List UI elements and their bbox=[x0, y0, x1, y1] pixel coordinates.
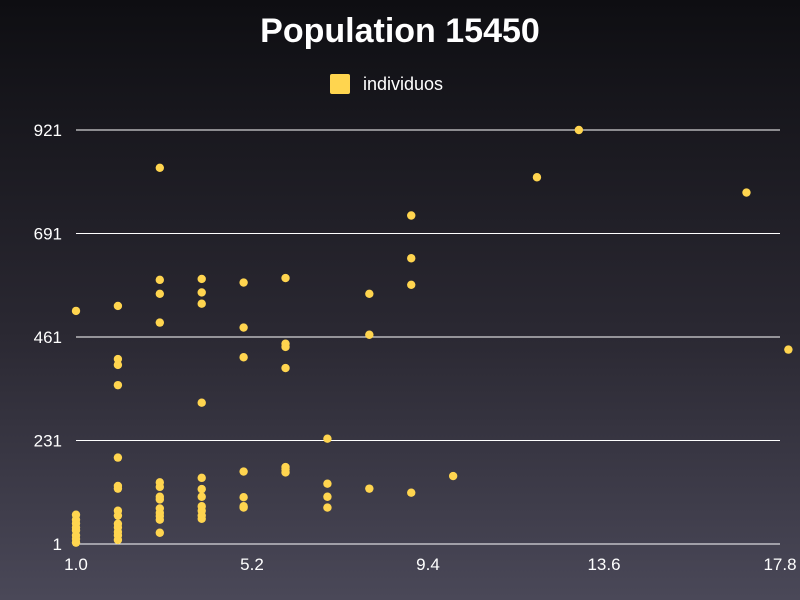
data-point bbox=[281, 273, 290, 283]
data-point bbox=[784, 345, 793, 354]
data-point bbox=[113, 535, 123, 545]
data-point bbox=[155, 482, 165, 492]
data-point bbox=[113, 453, 123, 462]
data-point bbox=[407, 488, 416, 497]
legend-label: individuos bbox=[363, 73, 444, 94]
data-point bbox=[239, 278, 248, 287]
y-tick-label: 691 bbox=[34, 225, 62, 244]
data-point bbox=[197, 484, 206, 494]
data-point bbox=[155, 163, 165, 172]
data-point bbox=[532, 173, 542, 182]
data-point bbox=[155, 495, 165, 504]
y-tick-label: 921 bbox=[34, 121, 62, 140]
data-point bbox=[155, 318, 165, 327]
data-point bbox=[323, 503, 332, 512]
data-point bbox=[239, 493, 248, 502]
data-point bbox=[407, 254, 416, 263]
data-point bbox=[239, 353, 248, 362]
data-point bbox=[239, 503, 248, 512]
data-point bbox=[197, 514, 206, 523]
data-point bbox=[365, 289, 374, 298]
data-point bbox=[323, 434, 332, 443]
legend-swatch bbox=[330, 74, 350, 94]
data-point bbox=[239, 323, 248, 332]
data-point bbox=[448, 471, 458, 481]
data-point bbox=[155, 528, 165, 537]
data-point bbox=[155, 275, 165, 285]
y-tick-label: 1 bbox=[53, 535, 62, 554]
data-point bbox=[71, 538, 81, 547]
y-tick-label: 231 bbox=[34, 432, 62, 451]
data-point bbox=[239, 467, 248, 476]
chart-title: Population 15450 bbox=[260, 12, 540, 50]
data-point bbox=[113, 360, 123, 370]
data-point bbox=[197, 492, 206, 501]
data-point bbox=[281, 468, 290, 477]
x-tick-label: 9.4 bbox=[416, 555, 440, 574]
data-point bbox=[155, 289, 165, 298]
data-point bbox=[113, 380, 123, 390]
data-point bbox=[155, 515, 165, 524]
data-point bbox=[742, 188, 751, 197]
data-point bbox=[407, 211, 416, 220]
data-point bbox=[365, 330, 374, 339]
data-point bbox=[197, 398, 206, 407]
data-point bbox=[574, 125, 584, 135]
data-point bbox=[281, 363, 290, 373]
data-point bbox=[113, 511, 123, 520]
data-point bbox=[197, 274, 206, 284]
data-point bbox=[197, 288, 206, 297]
data-point bbox=[113, 354, 123, 364]
x-tick-label: 17.8 bbox=[763, 555, 796, 574]
data-point bbox=[365, 484, 374, 493]
x-tick-label: 13.6 bbox=[587, 555, 620, 574]
data-point bbox=[113, 301, 123, 311]
data-point bbox=[407, 280, 416, 289]
y-tick-label: 461 bbox=[34, 328, 62, 347]
data-point bbox=[197, 473, 206, 483]
data-point bbox=[113, 484, 123, 493]
x-tick-label: 5.2 bbox=[240, 555, 264, 574]
data-point bbox=[323, 479, 332, 488]
data-point bbox=[281, 342, 290, 352]
data-point bbox=[71, 306, 81, 316]
data-point bbox=[323, 492, 332, 501]
x-tick-label: 1.0 bbox=[64, 555, 88, 574]
legend: individuos bbox=[330, 72, 443, 96]
data-point bbox=[197, 299, 206, 308]
